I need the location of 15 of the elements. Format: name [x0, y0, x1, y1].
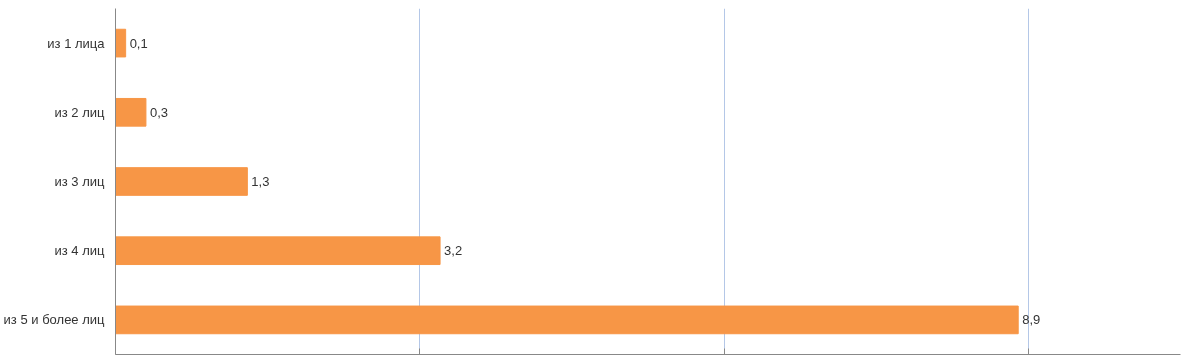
bar	[115, 305, 1019, 335]
bar	[115, 28, 127, 58]
data-label: 1,3	[251, 174, 270, 189]
y-tick-label: из 3 лиц	[54, 174, 106, 189]
y-tick-label: из 1 лица	[47, 35, 106, 51]
data-label: 0,3	[149, 104, 169, 120]
y-tick-label: из 2 лиц	[54, 104, 106, 120]
data-label: 0,1	[129, 35, 148, 51]
bar	[115, 236, 441, 266]
bar	[115, 97, 147, 127]
bar	[115, 167, 248, 196]
data-label: 3,2	[444, 243, 463, 259]
data-label: 8,9	[1022, 312, 1041, 328]
y-tick-label: из 5 и более лиц	[3, 312, 106, 328]
y-tick-label: из 4 лиц	[54, 243, 106, 259]
